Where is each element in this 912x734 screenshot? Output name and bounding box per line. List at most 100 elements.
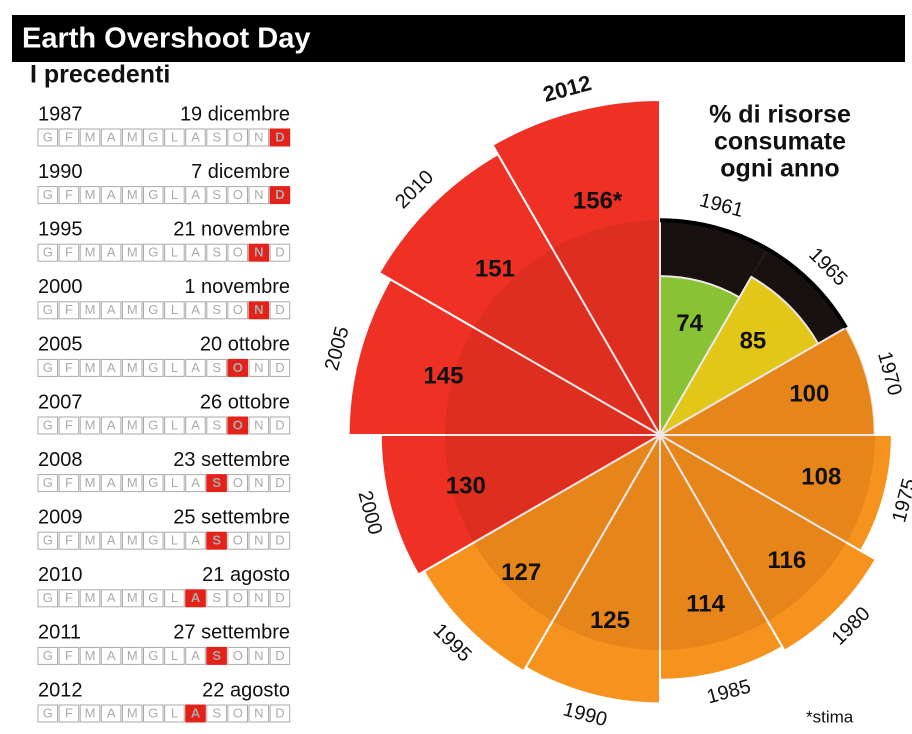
month-letter: A <box>191 533 200 548</box>
date: 20 ottobre <box>200 334 290 356</box>
month-cell <box>269 589 291 608</box>
month-cell <box>143 474 164 493</box>
month-letter: M <box>85 705 96 720</box>
month-letter: G <box>148 187 158 202</box>
year: 1990 <box>38 161 83 183</box>
month-letter: M <box>85 648 96 663</box>
month-letter: G <box>148 417 158 432</box>
month-cell <box>185 128 206 147</box>
year: 2005 <box>38 334 83 356</box>
month-cell <box>79 474 101 493</box>
month-cell <box>143 243 164 262</box>
date: 22 agosto <box>202 679 290 701</box>
month-letter: S <box>212 417 221 432</box>
month-letter: S <box>212 302 221 317</box>
month-cell <box>37 474 59 493</box>
month-cell <box>227 186 248 205</box>
month-letter: M <box>127 533 138 548</box>
year: 2009 <box>38 506 83 528</box>
month-cell <box>164 589 185 608</box>
month-letter: N <box>254 705 263 720</box>
month-letter: G <box>148 533 158 548</box>
wedge <box>656 326 876 436</box>
month-cell <box>164 474 185 493</box>
month-letter: M <box>127 417 138 432</box>
title: Earth Overshoot Day <box>22 23 310 55</box>
month-letter: M <box>127 590 138 605</box>
month-letter: A <box>107 590 116 605</box>
month-cell <box>248 589 270 608</box>
month-cell <box>269 704 291 723</box>
value-label: 156* <box>573 187 623 214</box>
month-cell <box>227 243 248 262</box>
value-label: 85 <box>740 327 767 354</box>
month-cell <box>269 243 291 262</box>
month-letter: M <box>127 360 138 375</box>
month-cell <box>248 704 270 723</box>
month-letter: S <box>212 590 221 605</box>
month-letter: O <box>233 187 243 202</box>
subtitle: I precedenti <box>30 61 170 89</box>
month-cell <box>143 186 164 205</box>
month-cell <box>58 128 80 147</box>
month-cell <box>248 531 270 550</box>
month-cell <box>100 704 122 723</box>
month-letter: O <box>233 475 243 490</box>
month-letter: S <box>212 533 221 548</box>
month-letter: D <box>275 705 284 720</box>
date: 27 settembre <box>173 622 290 644</box>
month-cell <box>143 128 164 147</box>
month-letter: A <box>191 648 200 663</box>
month-letter: M <box>85 302 96 317</box>
month-letter: S <box>212 475 221 490</box>
month-cell <box>227 704 248 723</box>
month-cell <box>121 474 143 493</box>
month-cell <box>121 186 143 205</box>
month-cell <box>164 186 185 205</box>
month-cell <box>37 243 59 262</box>
month-letter: F <box>65 533 73 548</box>
month-cell <box>248 358 270 377</box>
month-cell <box>100 474 122 493</box>
month-cell <box>164 243 185 262</box>
value-label: 125 <box>590 607 630 634</box>
month-letter: N <box>254 648 263 663</box>
month-letter: O <box>233 129 243 144</box>
month-letter: A <box>191 302 200 317</box>
month-cell <box>58 186 80 205</box>
month-letter: S <box>212 648 221 663</box>
year: 2012 <box>38 679 83 701</box>
month-letter: S <box>212 245 221 260</box>
value-label: 100 <box>789 380 829 407</box>
month-highlight <box>206 531 227 550</box>
month-cell <box>37 416 59 435</box>
month-letter: O <box>233 705 243 720</box>
month-cell <box>248 128 270 147</box>
month-highlight <box>269 128 291 147</box>
month-letter: A <box>107 648 116 663</box>
wedge <box>659 431 784 681</box>
month-cell <box>164 301 185 320</box>
month-letter: G <box>148 302 158 317</box>
year-label: 2000 <box>353 488 386 537</box>
month-cell <box>185 358 206 377</box>
month-cell <box>269 531 291 550</box>
month-letter: O <box>233 533 243 548</box>
month-letter: A <box>191 590 201 605</box>
month-letter: N <box>254 245 263 260</box>
month-cell <box>37 186 59 205</box>
month-letter: D <box>275 533 284 548</box>
month-highlight <box>227 416 248 435</box>
month-letter: M <box>127 475 138 490</box>
year-label: 1985 <box>705 676 754 709</box>
month-highlight <box>206 474 227 493</box>
month-letter: N <box>254 360 263 375</box>
wedge <box>656 434 893 553</box>
month-cell <box>79 128 101 147</box>
month-cell <box>100 186 122 205</box>
month-letter: O <box>233 590 243 605</box>
month-cell <box>79 358 101 377</box>
month-cell <box>100 589 122 608</box>
date: 25 settembre <box>173 506 290 528</box>
wedge <box>379 434 664 576</box>
